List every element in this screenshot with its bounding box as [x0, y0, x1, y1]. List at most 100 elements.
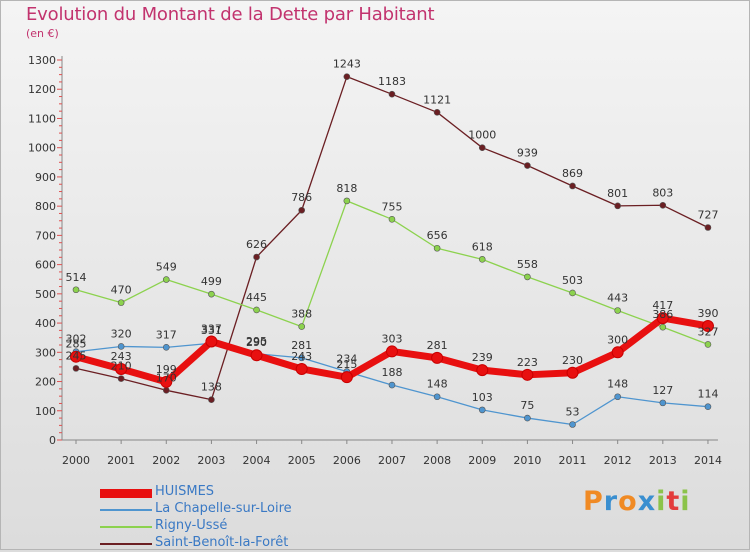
data-point	[704, 224, 712, 231]
data-point	[701, 320, 714, 332]
data-label: 1121	[423, 93, 451, 106]
data-point	[250, 349, 263, 362]
data-point	[162, 387, 170, 394]
data-label: 818	[336, 182, 357, 195]
x-tick-label: 2008	[423, 454, 451, 467]
data-label: 618	[472, 240, 493, 253]
data-label: 290	[246, 336, 267, 349]
data-point	[388, 381, 396, 389]
data-label: 869	[562, 167, 583, 180]
y-tick-label: 600	[35, 259, 56, 272]
data-point	[298, 323, 306, 330]
chart-title: Evolution du Montant de la Dette par Hab…	[26, 4, 435, 25]
data-point	[524, 414, 531, 422]
legend-swatch	[100, 526, 152, 528]
data-label: 388	[291, 308, 312, 321]
data-label: 727	[697, 208, 718, 221]
data-label: 549	[156, 261, 177, 274]
data-label: 939	[517, 147, 538, 160]
data-label: 127	[652, 384, 673, 397]
legend-swatch	[100, 488, 152, 498]
data-point	[253, 253, 260, 261]
data-point	[343, 197, 351, 205]
data-label: 327	[697, 325, 718, 338]
data-point	[205, 335, 218, 348]
series-rigny-uss-	[72, 197, 712, 348]
data-point	[162, 344, 170, 351]
data-point	[295, 362, 308, 375]
x-tick-label: 2014	[694, 454, 722, 467]
x-tick-label: 2003	[197, 454, 225, 467]
logo-letter: P	[583, 486, 604, 517]
logo-letter: r	[603, 486, 619, 517]
legend-swatch	[100, 543, 152, 545]
data-label: 302	[66, 333, 87, 346]
data-point	[343, 73, 351, 80]
data-point	[117, 343, 125, 350]
x-tick-label: 2000	[62, 454, 90, 467]
data-point	[704, 403, 712, 410]
data-label: 803	[652, 186, 673, 199]
data-point	[611, 346, 624, 359]
data-label: 417	[652, 299, 673, 312]
data-label: 331	[201, 324, 222, 337]
data-point	[656, 312, 669, 325]
y-tick-label: 100	[35, 405, 56, 418]
data-point	[478, 406, 486, 414]
data-label: 303	[381, 332, 402, 345]
data-label: 337	[201, 322, 222, 335]
x-tick-label: 2007	[378, 454, 406, 467]
y-tick-label: 500	[35, 288, 56, 301]
y-tick-label: 800	[35, 200, 56, 213]
data-label: 243	[291, 350, 312, 363]
data-point	[476, 364, 489, 377]
data-point	[659, 323, 667, 331]
chart-subtitle: (en €)	[26, 27, 59, 40]
data-label: 317	[156, 328, 177, 341]
data-point	[388, 216, 396, 223]
data-label: 514	[66, 271, 87, 284]
data-point	[117, 299, 125, 306]
data-label: 390	[697, 307, 718, 320]
x-tick-label: 2004	[243, 454, 271, 467]
data-point	[388, 90, 396, 98]
x-tick-label: 2005	[288, 454, 316, 467]
data-label: 234	[336, 353, 357, 366]
legend-swatch	[100, 509, 152, 511]
y-tick-label: 900	[35, 171, 56, 184]
data-label: 148	[427, 378, 448, 391]
data-point	[72, 365, 80, 372]
series-huismes	[70, 312, 714, 388]
data-label: 558	[517, 258, 538, 271]
data-label: 210	[111, 360, 132, 373]
x-tick-label: 2012	[604, 454, 632, 467]
data-label: 503	[562, 274, 583, 287]
data-point	[614, 393, 621, 401]
data-label: 199	[156, 363, 177, 376]
data-label: 656	[427, 229, 448, 242]
data-label: 103	[472, 391, 493, 404]
data-point	[659, 399, 667, 407]
data-label: 300	[607, 333, 628, 346]
chart-axes: 0 100 200 300 400 500 600 700 800 900 1000 1100 1200…	[28, 54, 722, 467]
data-point	[569, 182, 576, 190]
data-point	[478, 144, 486, 151]
data-point	[569, 421, 576, 428]
data-label: 148	[607, 378, 628, 391]
data-point	[115, 362, 128, 375]
data-label: 445	[246, 291, 267, 304]
y-tick-label: 0	[49, 434, 56, 447]
x-tick-label: 2011	[559, 454, 587, 467]
logo-letter: i	[656, 486, 667, 517]
data-point	[298, 206, 306, 214]
y-tick-label: 1200	[28, 83, 56, 96]
y-tick-label: 300	[35, 346, 56, 359]
x-tick-label: 2013	[649, 454, 677, 467]
data-point	[614, 202, 621, 210]
data-label: 138	[201, 381, 222, 394]
data-point	[208, 290, 215, 298]
data-label: 1000	[468, 129, 496, 142]
data-point	[72, 286, 80, 294]
